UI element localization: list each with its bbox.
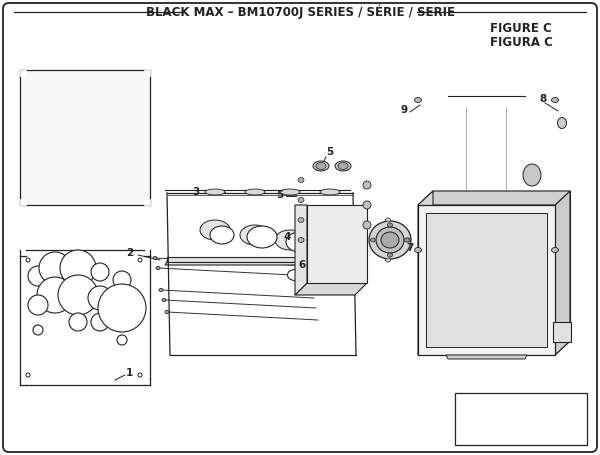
Ellipse shape bbox=[28, 266, 48, 286]
Ellipse shape bbox=[39, 252, 71, 284]
Polygon shape bbox=[418, 341, 570, 355]
Ellipse shape bbox=[298, 217, 304, 222]
Polygon shape bbox=[553, 322, 571, 342]
Bar bbox=[455, 393, 587, 445]
Ellipse shape bbox=[320, 189, 340, 195]
Text: 6: 6 bbox=[298, 260, 305, 270]
Ellipse shape bbox=[33, 325, 43, 335]
Polygon shape bbox=[20, 199, 26, 205]
Text: 8: 8 bbox=[539, 94, 547, 104]
Ellipse shape bbox=[551, 248, 559, 253]
Polygon shape bbox=[426, 213, 547, 347]
Text: 2: 2 bbox=[127, 248, 134, 258]
Ellipse shape bbox=[315, 257, 345, 279]
Text: 9: 9 bbox=[401, 105, 408, 115]
Ellipse shape bbox=[298, 197, 304, 202]
Text: 1: 1 bbox=[125, 368, 133, 378]
Ellipse shape bbox=[386, 218, 391, 222]
Ellipse shape bbox=[117, 335, 127, 345]
Ellipse shape bbox=[388, 253, 392, 257]
Text: BLACK MAX – BM10700J SERIES / SÉRIE / SERIE: BLACK MAX – BM10700J SERIES / SÉRIE / SE… bbox=[146, 5, 455, 19]
Ellipse shape bbox=[159, 288, 163, 292]
Polygon shape bbox=[20, 70, 150, 205]
Text: 4: 4 bbox=[283, 232, 290, 242]
Polygon shape bbox=[307, 205, 367, 283]
Ellipse shape bbox=[200, 220, 230, 240]
Polygon shape bbox=[433, 191, 570, 341]
Ellipse shape bbox=[240, 225, 270, 245]
Ellipse shape bbox=[388, 223, 392, 227]
Ellipse shape bbox=[26, 373, 30, 377]
Ellipse shape bbox=[557, 117, 566, 128]
Ellipse shape bbox=[551, 97, 559, 102]
Ellipse shape bbox=[165, 310, 169, 313]
Ellipse shape bbox=[113, 271, 131, 289]
Polygon shape bbox=[165, 260, 352, 265]
Polygon shape bbox=[295, 205, 307, 295]
Ellipse shape bbox=[376, 227, 404, 253]
Ellipse shape bbox=[338, 162, 348, 170]
Polygon shape bbox=[418, 191, 433, 355]
FancyBboxPatch shape bbox=[3, 3, 597, 452]
Polygon shape bbox=[446, 355, 527, 359]
Ellipse shape bbox=[162, 298, 166, 302]
Ellipse shape bbox=[245, 189, 265, 195]
Text: FIGURA C: FIGURA C bbox=[490, 35, 553, 49]
Ellipse shape bbox=[316, 162, 326, 170]
Ellipse shape bbox=[138, 373, 142, 377]
Ellipse shape bbox=[69, 313, 87, 331]
Ellipse shape bbox=[305, 240, 335, 260]
Ellipse shape bbox=[404, 238, 409, 242]
Ellipse shape bbox=[210, 226, 234, 244]
Polygon shape bbox=[167, 257, 353, 262]
Ellipse shape bbox=[313, 161, 329, 171]
Ellipse shape bbox=[363, 181, 371, 189]
Ellipse shape bbox=[205, 189, 225, 195]
Polygon shape bbox=[20, 70, 26, 76]
Polygon shape bbox=[418, 191, 570, 205]
Ellipse shape bbox=[406, 238, 410, 242]
Ellipse shape bbox=[363, 201, 371, 209]
Ellipse shape bbox=[298, 177, 304, 182]
Ellipse shape bbox=[153, 257, 157, 259]
Ellipse shape bbox=[523, 164, 541, 186]
Polygon shape bbox=[144, 199, 150, 205]
Ellipse shape bbox=[275, 230, 305, 250]
Ellipse shape bbox=[58, 275, 98, 315]
Text: 3: 3 bbox=[193, 187, 200, 197]
Ellipse shape bbox=[26, 258, 30, 262]
Polygon shape bbox=[295, 283, 367, 295]
Polygon shape bbox=[144, 70, 150, 76]
Ellipse shape bbox=[369, 221, 411, 259]
Ellipse shape bbox=[91, 313, 109, 331]
Text: 7: 7 bbox=[406, 243, 413, 253]
Ellipse shape bbox=[91, 263, 109, 281]
Text: FIGURE C: FIGURE C bbox=[490, 21, 552, 35]
Ellipse shape bbox=[37, 277, 73, 313]
Ellipse shape bbox=[287, 269, 302, 280]
Ellipse shape bbox=[381, 232, 399, 248]
Ellipse shape bbox=[386, 258, 391, 262]
Text: 5: 5 bbox=[277, 190, 284, 200]
Ellipse shape bbox=[247, 226, 277, 248]
Ellipse shape bbox=[415, 97, 421, 102]
Ellipse shape bbox=[371, 238, 376, 242]
Ellipse shape bbox=[156, 267, 160, 269]
Ellipse shape bbox=[138, 258, 142, 262]
Ellipse shape bbox=[28, 295, 48, 315]
Ellipse shape bbox=[415, 248, 421, 253]
Text: 5: 5 bbox=[326, 147, 334, 157]
Polygon shape bbox=[555, 191, 570, 355]
Polygon shape bbox=[418, 205, 555, 355]
Ellipse shape bbox=[286, 232, 314, 252]
Ellipse shape bbox=[60, 250, 96, 286]
Ellipse shape bbox=[88, 286, 112, 310]
Ellipse shape bbox=[335, 161, 351, 171]
Ellipse shape bbox=[280, 189, 300, 195]
Ellipse shape bbox=[298, 238, 304, 243]
Ellipse shape bbox=[98, 284, 146, 332]
Ellipse shape bbox=[363, 221, 371, 229]
